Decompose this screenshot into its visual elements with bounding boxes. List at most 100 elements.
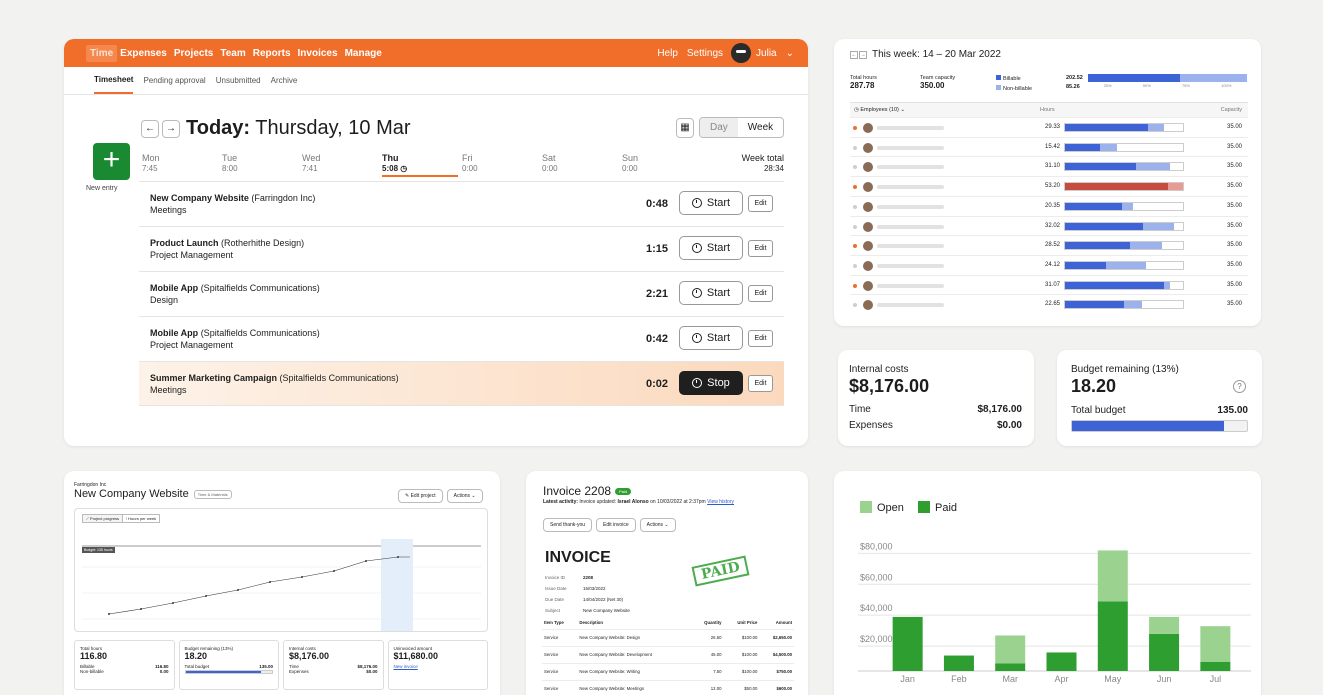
table-row: Service New Company Website: Design 26.50 $… (542, 629, 794, 647)
employee-capacity-bar (1064, 221, 1184, 231)
budget-label: Budget remaining (13%) (1071, 364, 1179, 375)
edit-entry-button[interactable]: Edit (748, 375, 773, 392)
employee-row[interactable]: 32.02 35.00 (850, 215, 1248, 236)
cell: $750.00 (759, 663, 794, 681)
billable-fill (1065, 261, 1107, 269)
start-timer-button[interactable]: Start (679, 326, 743, 350)
time-entry-row-running[interactable]: Summer Marketing Campaign (Spitalfields … (139, 361, 784, 406)
time-entry-row[interactable]: Mobile App (Spitalfields Communications)… (139, 271, 784, 316)
new-entry-button[interactable]: + (93, 143, 130, 180)
edit-project-button[interactable]: ✎ Edit project (398, 489, 443, 503)
project-card: Farringdon Inc New Company Website Time … (64, 471, 500, 695)
day-sun[interactable]: Sun 0:00 (622, 153, 638, 173)
day-fri[interactable]: Fri 0:00 (462, 153, 478, 173)
prev-week-button[interactable]: ← (850, 50, 858, 59)
employees-header: ◷ Employees (10) ⌄ Hours Capacity (850, 102, 1248, 117)
calendar-icon[interactable]: ▦ (676, 117, 694, 138)
prev-day-button[interactable]: ← (141, 119, 159, 138)
employee-row[interactable]: 28.52 35.00 (850, 235, 1248, 255)
employee-capacity-bar (1064, 182, 1184, 192)
nav-expenses[interactable]: Expenses (120, 47, 167, 59)
x-tick-label: Jun (1157, 674, 1172, 684)
employee-row[interactable]: 31.07 35.00 (850, 274, 1248, 295)
cell: New Company Website: Design (577, 629, 692, 647)
chevron-down-icon[interactable]: ⌄ (785, 47, 794, 59)
new-invoice-link[interactable]: New invoice (393, 664, 418, 669)
tab-archive[interactable]: Archive (270, 76, 298, 85)
nav-settings[interactable]: Settings (686, 47, 724, 59)
invoice-actions-button[interactable]: Actions ⌄ (639, 518, 676, 532)
nav-reports[interactable]: Reports (252, 47, 291, 59)
budget-total-value: 135.00 (1217, 405, 1248, 416)
employee-row[interactable]: 15.42 35.00 (850, 136, 1248, 157)
start-timer-button[interactable]: Start (679, 236, 743, 260)
start-timer-button[interactable]: Start (679, 281, 743, 305)
cell: 12.00 (691, 680, 724, 695)
entry-task: Project Management (150, 250, 234, 260)
employee-row[interactable]: 24.12 35.00 (850, 254, 1248, 275)
meta-key: Issue Date (545, 586, 567, 591)
employees-filter[interactable]: ◷ Employees (10) ⌄ (854, 107, 905, 113)
nav-help[interactable]: Help (657, 47, 678, 59)
day-tue[interactable]: Tue 8:00 (222, 153, 238, 173)
employee-row[interactable]: 31.10 35.00 (850, 156, 1248, 176)
help-icon[interactable]: ? (1233, 380, 1246, 393)
day-mon[interactable]: Mon 7:45 (142, 153, 160, 173)
employee-row[interactable]: 53.20 35.00 (850, 176, 1248, 196)
employee-row[interactable]: 22.65 35.00 (850, 294, 1248, 314)
start-label: Start (706, 242, 731, 254)
nav-team[interactable]: Team (220, 47, 246, 59)
tab-pending-approval[interactable]: Pending approval (143, 76, 206, 85)
employee-capacity-bar (1064, 280, 1184, 290)
employee-hours: 31.10 (1044, 163, 1060, 170)
stop-timer-button[interactable]: Stop (679, 371, 743, 395)
start-timer-button[interactable]: Start (679, 191, 743, 215)
employee-name-placeholder (877, 244, 944, 249)
day-hours: 5:08 ◷ (382, 164, 408, 173)
next-week-button[interactable]: → (859, 50, 867, 59)
tab-timesheet[interactable]: Timesheet (94, 67, 134, 94)
user-name[interactable]: Julia (756, 47, 777, 59)
view-week-button[interactable]: Week (747, 122, 774, 133)
edit-entry-button[interactable]: Edit (748, 240, 773, 257)
project-actions-button[interactable]: Actions ⌄ (446, 489, 483, 503)
send-thank-you-button[interactable]: Send thank-you (543, 518, 593, 532)
meta-value: 2208 (583, 575, 594, 580)
nav-time[interactable]: Time (86, 44, 118, 62)
employee-row[interactable]: 29.33 35.00 (850, 117, 1248, 137)
employee-row[interactable]: 20.35 35.00 (850, 195, 1248, 216)
tab-project-progress[interactable]: ⟋ Project progress (82, 514, 124, 523)
nav-invoices[interactable]: Invoices (297, 47, 338, 59)
edit-entry-button[interactable]: Edit (748, 330, 773, 347)
view-day-button[interactable]: Day (700, 118, 738, 137)
nav-projects[interactable]: Projects (173, 47, 214, 59)
edit-entry-button[interactable]: Edit (748, 285, 773, 302)
day-wed[interactable]: Wed 7:41 (302, 153, 320, 173)
employee-capacity-bar (1064, 300, 1184, 310)
stat-value: 18.20 (184, 651, 208, 661)
project-type-badge: Time & Materials (193, 489, 232, 499)
time-entry-row[interactable]: Mobile App (Spitalfields Communications)… (139, 316, 784, 361)
day-thu[interactable]: Thu 5:08 ◷ (382, 153, 458, 177)
time-entry-row[interactable]: New Company Website (Farringdon Inc) Mee… (139, 181, 784, 226)
view-history-link[interactable]: View history (707, 499, 734, 505)
next-day-button[interactable]: → (162, 119, 180, 138)
employee-name-placeholder (877, 165, 944, 170)
col-header: Quantity (691, 617, 724, 630)
scale-tick: 75% (1181, 83, 1190, 88)
bar-open (1200, 626, 1231, 662)
employee-capacity: 35.00 (1226, 124, 1242, 130)
tab-hours-per-week[interactable]: ⫶ Hours per week (123, 514, 161, 523)
tab-unsubmitted[interactable]: Unsubmitted (215, 76, 261, 85)
avatar[interactable] (731, 43, 752, 63)
entry-duration: 2:21 (646, 288, 669, 300)
billable-fill (1065, 222, 1143, 230)
nav-manage[interactable]: Manage (344, 47, 382, 59)
edit-entry-button[interactable]: Edit (748, 195, 773, 212)
avatar (863, 182, 873, 193)
edit-invoice-button[interactable]: Edit invoice (596, 518, 636, 532)
time-entry-row[interactable]: Product Launch (Rotherhithe Design) Proj… (139, 226, 784, 271)
scale-tick: 50% (1142, 83, 1151, 88)
day-hours: 0:00 (462, 164, 478, 173)
day-sat[interactable]: Sat 0:00 (542, 153, 558, 173)
